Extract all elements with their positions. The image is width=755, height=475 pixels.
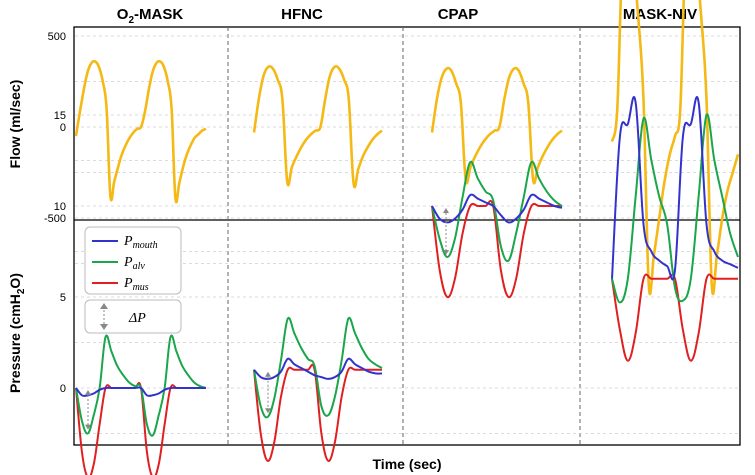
legend-label-mouth: Pmouth (123, 234, 158, 251)
x-axis-label: Time (sec) (373, 456, 442, 472)
p-alv-curve-cpap (431, 160, 563, 263)
legend-box (84, 226, 182, 295)
y-tick-label: 15 (54, 110, 66, 122)
column-title-cpap: CPAP (438, 6, 479, 23)
delta-p-arrowhead (265, 371, 271, 414)
delta-p-arrows (85, 208, 449, 430)
p-mouth-curve-mask-niv (611, 96, 739, 281)
column-title-o2-mask: O2-MASK (117, 6, 184, 26)
p-alv-curve-hfnc (253, 316, 383, 419)
curves (74, 0, 740, 475)
y-tick-label: 500 (48, 31, 66, 43)
y-tick-label: 5 (60, 292, 66, 304)
p-mouth-curve-o-mask (75, 386, 206, 397)
legend: Pmouth Palv Pmus ΔP (84, 226, 182, 334)
legend-label-delta-p: ΔP (128, 311, 146, 326)
legend-delta-box (84, 299, 182, 334)
flow-curve-cpap (430, 66, 563, 185)
column-title-mask-niv: MASK-NIV (623, 6, 697, 23)
delta-p-arrowhead (443, 208, 449, 255)
flow-curve-hfnc (252, 65, 383, 189)
legend-label-alv: Palv (123, 255, 145, 272)
flow-curve-o-mask (74, 59, 207, 204)
p-mus-curve-mask-niv (611, 273, 738, 362)
flow-axis-label: Flow (ml/sec) (7, 80, 23, 169)
p-mouth-curve-hfnc (253, 357, 383, 380)
legend-delta-arrowheads (100, 303, 108, 330)
p-mus-curve-o-mask (75, 381, 206, 475)
legend-label-mus: Pmus (123, 276, 149, 293)
y-tick-label: 0 (60, 383, 66, 395)
plot-frame (73, 26, 741, 446)
p-mus-curve-hfnc (253, 363, 382, 462)
pressure-axis-label: Pressure (cmH2O) (7, 273, 27, 393)
column-title-hfnc: HFNC (281, 6, 323, 23)
y-tick-label: -500 (44, 213, 66, 225)
y-tick-label: 10 (54, 201, 66, 213)
p-mus-curve-cpap (431, 199, 562, 299)
p-mouth-curve-cpap (431, 193, 563, 224)
p-alv-curve-mask-niv (611, 113, 739, 304)
p-alv-curve-o-mask (75, 334, 207, 437)
y-tick-label: 0 (60, 122, 66, 134)
